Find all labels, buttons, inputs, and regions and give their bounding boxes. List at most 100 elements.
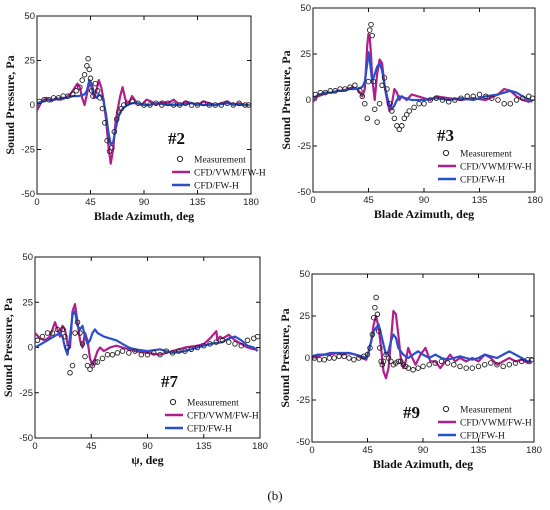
measurement-point: [518, 358, 525, 365]
measurement-point: [342, 86, 348, 92]
measurement-point: [109, 351, 116, 358]
legend-marker: [442, 149, 450, 157]
measurement-point: [79, 77, 85, 83]
measurement-point: [528, 356, 534, 363]
y-tick-label: 0: [306, 95, 311, 106]
measurement-point: [194, 344, 201, 351]
legend-marker: [442, 405, 450, 413]
x-tick-label: 45: [86, 441, 97, 452]
measurement-point: [364, 351, 371, 358]
measurement-point: [378, 358, 384, 365]
x-tick-label: 90: [419, 195, 430, 206]
measurement-point: [109, 144, 115, 151]
measurement-point: [59, 326, 66, 333]
measurement-point: [74, 319, 81, 325]
y-tick-label: 50: [22, 252, 33, 263]
measurement-point: [519, 95, 526, 101]
measurement-point: [111, 128, 118, 135]
y-tick-label: 50: [300, 3, 311, 14]
measurement-point: [49, 330, 56, 336]
measurement-point: [82, 353, 88, 360]
measurement-point: [73, 88, 79, 94]
measurement-point: [163, 348, 170, 354]
measurement-point: [81, 71, 88, 78]
measurement-point: [391, 115, 398, 122]
measurement-point: [364, 115, 371, 122]
measurement-point: [62, 333, 68, 340]
series-group: [35, 303, 260, 376]
measurement-point: [244, 337, 251, 344]
y-tick-label: -25: [296, 395, 310, 406]
measurement-point: [132, 348, 138, 354]
measurement-point: [99, 105, 106, 112]
measurement-point: [188, 346, 195, 353]
measurement-point: [201, 342, 207, 349]
measurement-point: [452, 97, 458, 103]
x-tick-label: 45: [362, 445, 373, 456]
measurement-point: [213, 339, 220, 345]
x-tick-label: 0: [34, 197, 39, 208]
measurement-point: [405, 365, 411, 371]
measurement-point: [326, 355, 333, 361]
series-line-cfd-fw-h: [313, 51, 533, 111]
x-tick-label: 180: [527, 195, 543, 206]
legend: Measurement CFD/VWM/FW-H CFD/FW-H: [165, 399, 259, 435]
measurement-point: [395, 358, 402, 365]
measurement-point: [367, 345, 373, 351]
measurement-point: [129, 98, 135, 105]
measurement-point: [200, 100, 207, 106]
y-tick-label: -25: [297, 141, 311, 152]
measurement-point: [506, 361, 513, 368]
measurement-point: [46, 96, 52, 103]
y-tick-label: 25: [299, 311, 310, 322]
measurement-point: [433, 95, 440, 101]
measurement-point: [352, 82, 358, 89]
x-tick-label: 180: [252, 441, 268, 452]
measurement-point: [469, 365, 476, 371]
measurement-point: [153, 100, 159, 106]
measurement-point: [312, 355, 318, 361]
y-axis-label: Sound Pressure, Pa: [1, 298, 15, 397]
measurement-point: [77, 84, 83, 90]
measurement-point: [226, 339, 232, 345]
y-tick-label: 50: [299, 269, 310, 280]
measurement-point: [513, 97, 520, 103]
measurement-point: [470, 93, 477, 100]
legend-label: CFD/FW-H: [194, 182, 239, 192]
measurement-point: [236, 100, 242, 106]
legend-label: Measurement: [460, 150, 512, 160]
measurement-point: [376, 100, 383, 107]
measurement-point: [85, 55, 91, 62]
measurement-point: [381, 75, 388, 81]
measurement-point: [380, 358, 387, 365]
measurement-point: [399, 123, 405, 129]
panel-title: #9: [403, 403, 420, 422]
legend-label: CFD/VWM/FW-H: [460, 419, 532, 429]
measurement-point: [176, 102, 183, 108]
measurement-point: [141, 102, 147, 108]
measurement-point: [366, 27, 373, 33]
measurement-point: [245, 102, 251, 108]
measurement-point: [232, 341, 238, 347]
measurement-point: [525, 356, 531, 363]
measurement-point: [403, 111, 410, 118]
measurement-point: [386, 100, 393, 107]
measurement-point: [176, 348, 182, 354]
measurement-point: [254, 333, 260, 340]
measurement-point: [426, 361, 432, 368]
measurement-point: [102, 120, 108, 126]
legend: Measurement CFD/VWM/FW-H CFD/FW-H: [172, 156, 266, 192]
measurement-point: [35, 337, 41, 344]
measurement-point: [39, 333, 46, 340]
y-tick-label: -50: [296, 437, 310, 448]
measurement-point: [44, 330, 51, 336]
y-tick-label: 0: [305, 353, 310, 364]
measurement-point: [94, 359, 101, 365]
measurement-point: [374, 311, 381, 318]
measurement-point: [368, 21, 374, 28]
measurement-point: [421, 100, 427, 107]
measurement-point: [207, 341, 213, 347]
measurement-point: [369, 331, 376, 338]
measurement-point: [77, 330, 83, 336]
measurement-point: [126, 350, 132, 356]
